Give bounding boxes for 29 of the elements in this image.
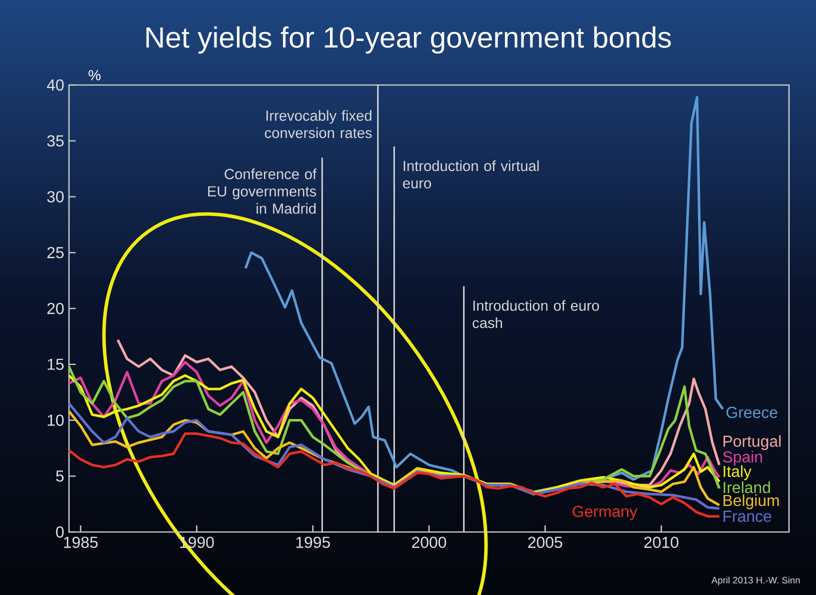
series-label: Greece (726, 406, 778, 418)
y-tick-label: 15 (48, 358, 64, 370)
series-label: France (724, 510, 772, 522)
x-tick-label: 1995 (296, 536, 330, 548)
y-tick-label: 30 (47, 191, 64, 202)
ref-line-label: Conference of EU governments in Madrid (208, 168, 317, 214)
series-label: Germany (572, 506, 638, 520)
ref-line-label: Introduction of virtual euro (403, 160, 539, 188)
series-label: Spain (722, 450, 762, 466)
y-tick-label: 25 (47, 246, 64, 258)
x-tick-label: 2005 (528, 536, 562, 548)
text: April 2013 H.-W. Sinn (711, 576, 800, 586)
y-tick-label: 20 (47, 302, 64, 314)
x-tick-label: 2000 (412, 536, 446, 548)
y-tick-label: 10 (48, 414, 64, 426)
y-tick-label: 0 (56, 526, 64, 538)
ref-line-label: Irrevocably fixed conversion rates (264, 110, 372, 138)
y-axis-title: % (88, 70, 101, 80)
series-label: Belgium (724, 494, 779, 510)
series-label: Portugal (724, 435, 781, 450)
x-tick-label: 1985 (64, 536, 98, 548)
chart-title: Net yields for 10-year government bonds (146, 26, 671, 54)
y-tick-label: 40 (46, 79, 64, 91)
ref-line-label: Introduction of euro cash (472, 300, 599, 328)
series-label: Italy (724, 465, 752, 480)
series-label: Ireland (724, 481, 770, 494)
x-tick-label: 2010 (644, 536, 678, 548)
y-tick-label: 35 (47, 135, 64, 147)
y-tick-label: 5 (56, 470, 64, 482)
